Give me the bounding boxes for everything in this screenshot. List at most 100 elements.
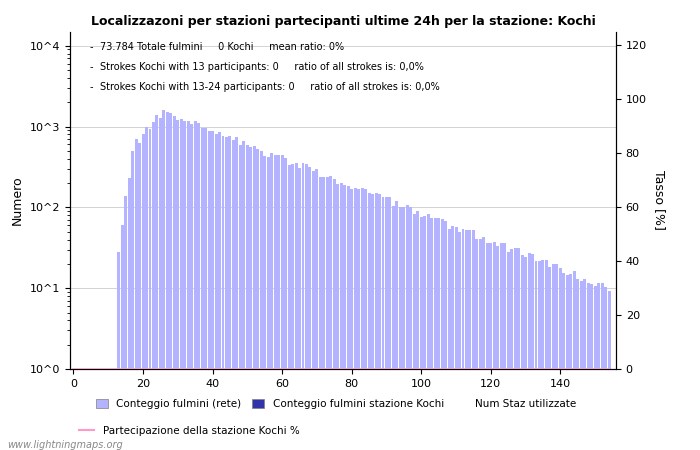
Bar xyxy=(145,127,148,450)
Bar xyxy=(493,242,496,450)
Y-axis label: Tasso [%]: Tasso [%] xyxy=(653,170,666,230)
Bar xyxy=(548,267,552,450)
Bar xyxy=(451,226,454,450)
Bar xyxy=(524,257,527,450)
Bar xyxy=(211,131,214,450)
Bar xyxy=(346,186,350,450)
Bar xyxy=(360,188,363,450)
Bar xyxy=(364,189,367,450)
Bar xyxy=(204,127,207,450)
Bar xyxy=(305,164,308,450)
Bar xyxy=(76,377,78,450)
Bar xyxy=(319,177,322,450)
Bar xyxy=(332,179,336,450)
Bar xyxy=(514,248,517,450)
Bar xyxy=(486,243,489,450)
Bar xyxy=(528,253,531,450)
Text: -: - xyxy=(89,42,92,52)
Bar xyxy=(253,146,256,450)
Bar xyxy=(256,148,259,450)
Bar xyxy=(594,286,596,450)
Legend: Conteggio fulmini (rete), Conteggio fulmini stazione Kochi, Num Staz utilizzate: Conteggio fulmini (rete), Conteggio fulm… xyxy=(92,395,580,413)
Bar xyxy=(152,122,155,450)
Bar xyxy=(389,198,391,450)
Bar xyxy=(309,166,312,450)
Bar xyxy=(173,116,176,450)
Bar xyxy=(138,143,141,450)
Bar xyxy=(392,207,395,450)
Bar xyxy=(555,265,559,450)
Bar xyxy=(343,184,346,450)
Bar xyxy=(249,147,252,450)
Bar xyxy=(573,271,575,450)
Bar xyxy=(420,217,423,450)
Bar xyxy=(566,275,569,450)
Bar xyxy=(93,377,96,450)
Bar xyxy=(111,377,113,450)
Bar xyxy=(295,163,298,450)
Bar xyxy=(90,377,92,450)
Bar xyxy=(298,167,301,450)
Bar xyxy=(382,197,384,450)
Bar xyxy=(368,193,370,450)
Bar xyxy=(535,261,538,450)
Bar xyxy=(100,377,103,450)
Bar xyxy=(124,196,127,450)
Bar xyxy=(263,156,266,450)
Bar xyxy=(468,230,471,450)
Bar xyxy=(104,377,106,450)
Bar xyxy=(155,115,158,450)
Bar xyxy=(510,249,513,450)
Bar xyxy=(86,377,89,450)
Bar xyxy=(521,255,524,450)
Bar xyxy=(277,155,280,450)
Legend: Partecipazione della stazione Kochi %: Partecipazione della stazione Kochi % xyxy=(74,422,304,440)
Bar xyxy=(208,131,211,450)
Bar xyxy=(260,151,262,450)
Bar xyxy=(430,218,433,450)
Bar xyxy=(120,225,124,450)
Bar xyxy=(475,238,478,450)
Bar xyxy=(323,176,326,450)
Bar xyxy=(583,279,586,450)
Title: Localizzazoni per stazioni partecipanti ultime 24h per la stazione: Kochi: Localizzazoni per stazioni partecipanti … xyxy=(90,14,596,27)
Bar xyxy=(482,237,485,450)
Bar xyxy=(399,207,402,450)
Bar xyxy=(197,123,200,450)
Bar xyxy=(350,189,354,450)
Bar xyxy=(225,137,228,450)
Bar xyxy=(134,139,138,450)
Bar xyxy=(576,279,579,450)
Bar xyxy=(438,218,440,450)
Bar xyxy=(288,165,290,450)
Bar xyxy=(97,377,99,450)
Bar xyxy=(427,214,430,450)
Bar xyxy=(465,230,468,450)
Bar xyxy=(440,219,444,450)
Bar xyxy=(201,128,204,450)
Bar xyxy=(413,214,416,450)
Bar xyxy=(267,157,270,450)
Bar xyxy=(215,134,218,450)
Bar xyxy=(83,377,85,450)
Bar xyxy=(590,284,593,450)
Bar xyxy=(385,197,388,450)
Bar xyxy=(444,221,447,450)
Bar xyxy=(545,260,548,450)
Bar xyxy=(587,283,589,450)
Bar xyxy=(316,169,318,450)
Bar xyxy=(239,145,242,450)
Bar xyxy=(330,176,332,450)
Bar xyxy=(496,247,499,450)
Text: 73.784 Totale fulmini     0 Kochi     mean ratio: 0%: 73.784 Totale fulmini 0 Kochi mean ratio… xyxy=(100,42,344,52)
Bar xyxy=(221,136,225,450)
Bar xyxy=(159,117,162,450)
Bar xyxy=(580,281,582,450)
Text: -: - xyxy=(89,82,92,92)
Bar xyxy=(246,145,248,450)
Bar xyxy=(424,216,426,450)
Bar xyxy=(461,230,465,450)
Bar xyxy=(183,121,186,450)
Bar xyxy=(176,120,179,450)
Bar xyxy=(395,201,398,450)
